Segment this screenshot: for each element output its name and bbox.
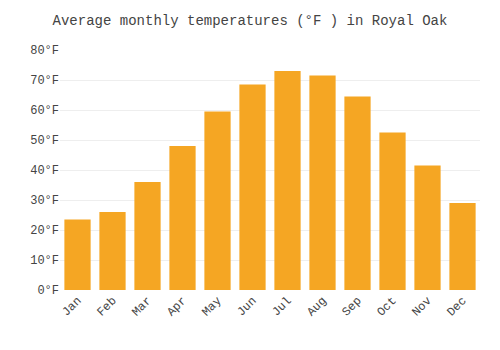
svg-text:20°F: 20°F: [30, 224, 59, 238]
svg-text:Dec: Dec: [444, 294, 469, 319]
svg-text:30°F: 30°F: [30, 194, 59, 208]
svg-text:Apr: Apr: [164, 294, 189, 319]
svg-text:Jan: Jan: [59, 294, 84, 319]
svg-text:Feb: Feb: [94, 294, 119, 319]
svg-text:40°F: 40°F: [30, 164, 59, 178]
svg-text:Average monthly temperatures (: Average monthly temperatures (°F ) in Ro…: [53, 13, 448, 29]
svg-text:Jul: Jul: [269, 294, 294, 319]
svg-text:Sep: Sep: [339, 294, 364, 319]
svg-text:50°F: 50°F: [30, 134, 59, 148]
svg-text:May: May: [199, 294, 224, 319]
svg-text:80°F: 80°F: [30, 44, 59, 58]
svg-text:10°F: 10°F: [30, 254, 59, 268]
svg-text:0°F: 0°F: [37, 284, 59, 298]
svg-text:Oct: Oct: [374, 294, 399, 319]
svg-text:Aug: Aug: [304, 294, 329, 319]
svg-text:60°F: 60°F: [30, 104, 59, 118]
svg-text:70°F: 70°F: [30, 74, 59, 88]
svg-text:Mar: Mar: [129, 294, 154, 319]
svg-text:Jun: Jun: [234, 294, 259, 319]
svg-text:Nov: Nov: [409, 294, 434, 319]
